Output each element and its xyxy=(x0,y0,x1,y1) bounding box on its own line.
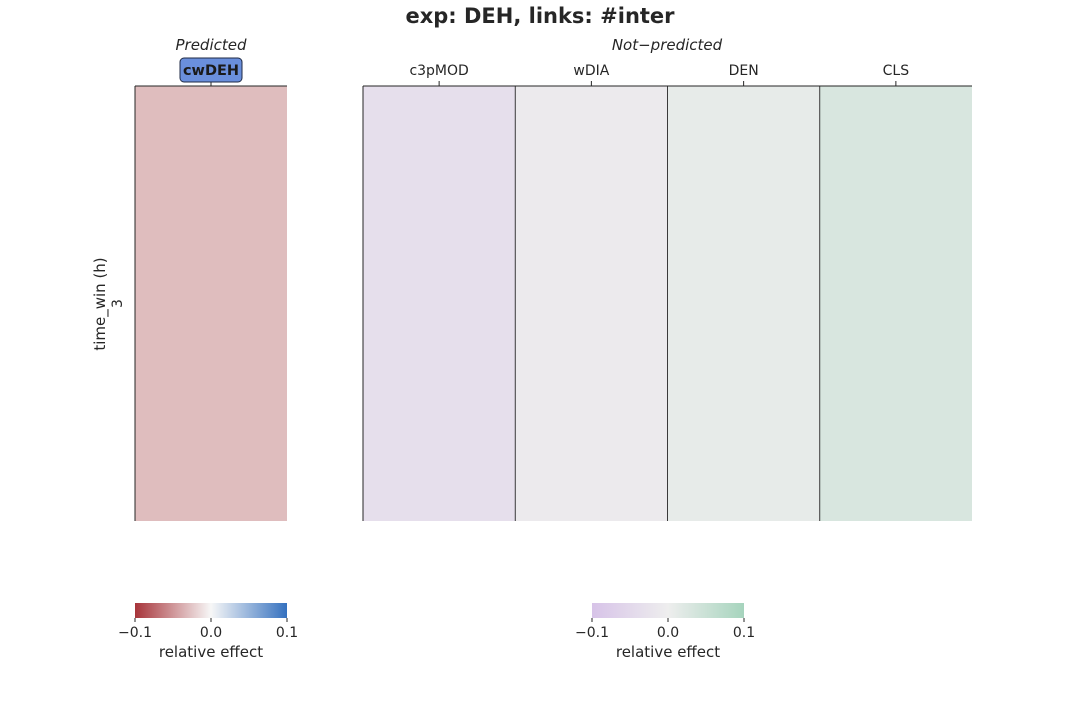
x-tick-label-CLS: CLS xyxy=(883,63,910,79)
not-predicted-colorbar-tick-label: 0.0 xyxy=(657,625,679,641)
heatmap-cell-wDIA xyxy=(515,86,668,521)
heatmap-cell-DEN xyxy=(667,86,820,521)
not-predicted-colorbar-tick-label: 0.1 xyxy=(733,625,755,641)
heatmap-cell-CLS xyxy=(819,86,972,521)
not-predicted-colorbar-label: relative effect xyxy=(616,643,720,661)
x-tick-label-wDIA: wDIA xyxy=(573,63,609,79)
heatmap-cell-cwDEH xyxy=(135,86,287,521)
predicted-panel: Predicted cwDEH 3 xyxy=(110,36,287,521)
x-tick-label-cwDEH: cwDEH xyxy=(183,63,239,79)
heatmap-cell-c3pMOD xyxy=(363,86,516,521)
predicted-colorbar-tick-label: −0.1 xyxy=(118,625,152,641)
y-tick-label-3: 3 xyxy=(110,299,126,308)
not-predicted-colorbar xyxy=(592,603,744,618)
predicted-colorbar-tick-label: 0.0 xyxy=(200,625,222,641)
predicted-colorbar-label: relative effect xyxy=(159,643,263,661)
highlight-box-cwDEH xyxy=(179,57,243,83)
x-tick-label-DEN: DEN xyxy=(729,63,759,79)
predicted-panel-title: Predicted xyxy=(175,36,246,54)
not-predicted-colorbar-tick-label: −0.1 xyxy=(575,625,609,641)
colorbars: −0.1 0.0 0.1 relative effect −0.1 0.0 0.1 relat… xyxy=(118,603,755,661)
not-predicted-panel-title: Not−predicted xyxy=(612,36,723,54)
chart-title: exp: DEH, links: #inter xyxy=(405,4,675,28)
not-predicted-panel: Not−predicted c3pMOD wDIA DEN CLS xyxy=(362,36,972,521)
predicted-colorbar xyxy=(135,603,287,618)
predicted-colorbar-tick-label: 0.1 xyxy=(276,625,298,641)
y-axis-label: time_win (h) xyxy=(91,257,110,350)
x-tick-label-c3pMOD: c3pMOD xyxy=(409,63,468,79)
